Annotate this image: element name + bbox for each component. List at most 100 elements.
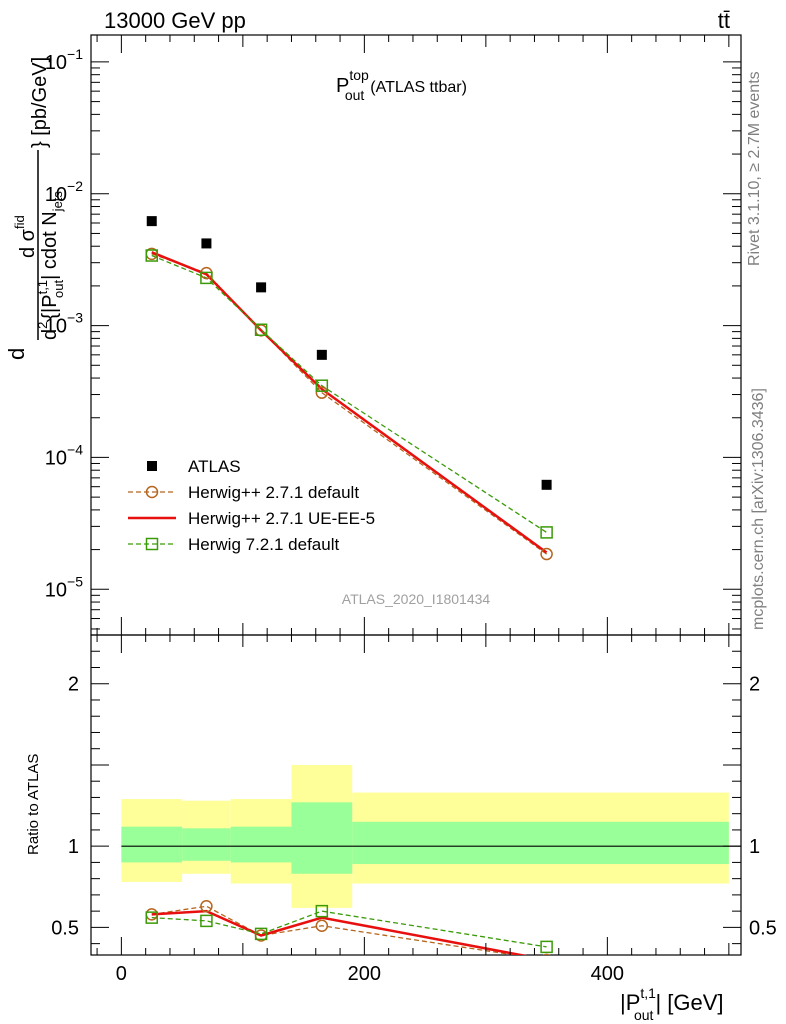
main-y-axis-label: d d σfid d2{|Pt,1out| cdot Njets } [pb/G… [4, 57, 66, 360]
tick-exponent: −1 [67, 46, 83, 62]
ratio-y-tick-label-right: 1 [749, 836, 760, 858]
legend-label-3: Herwig 7.2.1 default [188, 535, 339, 554]
ylabel-denominator: d2 {|Pt,1out| cdot Njets [35, 191, 66, 340]
legend-label-1: Herwig++ 2.7.1 default [188, 483, 359, 502]
header-energy-label: 13000 GeV pp [104, 8, 246, 33]
main-point-s1-3 [315, 386, 329, 399]
ratio-y-axis-label: Ratio to ATLAS [25, 754, 42, 855]
xlabel-rest: | [GeV] [655, 990, 723, 1015]
ratio-band-inner-1 [182, 828, 231, 861]
panel-title: Ptop out (ATLAS ttbar) [336, 67, 467, 103]
ratio-y-tick-label: 1 [68, 836, 79, 858]
main-point-s3-3 [315, 379, 329, 392]
ratio-frame [90, 634, 742, 956]
main-point-s0-1 [201, 238, 212, 249]
ratio-point-s0-4 [542, 953, 551, 955]
x-axis-label: |Pt,1 out| [GeV] [620, 985, 724, 1023]
legend-label-2: Herwig++ 2.7.1 UE-EE-5 [188, 509, 375, 528]
main-point-s1-4 [540, 547, 553, 561]
title-main: P [336, 75, 349, 97]
title-sub: out [345, 87, 365, 103]
legend-label-0: ATLAS [188, 457, 241, 476]
ylabel-njets-sub: jets [50, 191, 65, 213]
xlabel-sub: out [634, 1007, 654, 1023]
main-y-tick-label: 10−4 [45, 441, 83, 469]
ratio-point-s2-0 [145, 911, 158, 924]
ylabel-d2: d [39, 329, 61, 340]
main-series-line-3 [151, 254, 547, 533]
main-y-tick-label: 10−1 [45, 46, 83, 74]
ratio-point-s2-3 [315, 904, 329, 918]
ratio-band-inner-0 [121, 826, 183, 863]
main-point-s3-2 [254, 323, 268, 337]
tick-base: 10 [45, 447, 67, 469]
main-y-tick-label: 10−3 [45, 310, 83, 338]
ratio-series-line-0 [151, 905, 519, 955]
legend-marker-3 [145, 537, 159, 551]
ylabel-pbar-rest: | cdot N [39, 211, 61, 280]
tick-base: 10 [45, 579, 67, 601]
main-point-s3-1 [200, 271, 213, 285]
ylabel-exp2: 2 [35, 322, 50, 329]
ylabel-numerator: d σfid [12, 215, 39, 258]
xlabel-main: |P [620, 990, 640, 1015]
tick-exponent: −2 [67, 178, 83, 194]
ylabel-d: d [4, 348, 29, 360]
ratio-point-s2-2 [254, 927, 268, 941]
ratio-y-tick-label: 0.5 [51, 917, 79, 939]
x-tick-label: 0 [116, 963, 127, 985]
main-point-s0-4 [541, 479, 552, 490]
ratio-series-line-2 [151, 910, 547, 948]
mcplots-reference-label: mcplots.cern.ch [arXiv:1306.3436] [750, 388, 767, 630]
main-panel-marks [145, 216, 553, 561]
header-process-label: tt̄ [718, 8, 730, 33]
main-panel-axes: 10−110−210−310−410−5 [45, 35, 741, 635]
tick-base: 10 [45, 316, 67, 338]
ratio-band-inner-2 [230, 826, 292, 863]
ratio-point-s0-3 [315, 919, 329, 933]
main-point-s3-0 [145, 249, 158, 262]
title-rest: (ATLAS ttbar) [370, 79, 467, 96]
main-point-s0-3 [316, 349, 327, 360]
ratio-panel-marks [121, 764, 741, 955]
x-tick-label: 400 [591, 963, 624, 985]
ratio-panel-axes: 0.5 0.5 1 1 2 2 0 200 400 [51, 635, 777, 985]
legend: ATLAS Herwig++ 2.7.1 default Herwig++ 2.7.… [128, 457, 375, 554]
tick-exponent: −4 [67, 441, 83, 457]
tick-exponent: −5 [67, 573, 83, 589]
ylabel-pbar-sup: t,1 [35, 280, 50, 294]
x-tick-label: 200 [348, 963, 381, 985]
ratio-point-s2-1 [200, 914, 213, 928]
main-y-tick-label: 10−5 [45, 573, 83, 601]
ylabel-sigma-sup: fid [12, 215, 27, 229]
tick-base: 10 [45, 184, 67, 206]
tick-base: 10 [45, 52, 67, 74]
tick-exponent: −3 [67, 310, 83, 326]
main-point-s0-0 [146, 216, 157, 227]
main-y-tick-label: 10−2 [45, 178, 83, 206]
ratio-band-inner-4 [352, 821, 729, 865]
ratio-y-tick-label-right: 2 [749, 674, 760, 696]
main-series-line-2 [151, 251, 548, 554]
svg-text:d: d [4, 348, 29, 360]
ratio-series-line-1 [151, 909, 528, 955]
ratio-band-inner-3 [291, 802, 353, 874]
ratio-panel [90, 634, 742, 956]
xlabel-sup: t,1 [640, 985, 656, 1001]
legend-marker-1 [145, 485, 159, 499]
title-sup: top [349, 67, 369, 83]
legend-marker-0 [147, 461, 157, 471]
ratio-point-s0-1 [200, 900, 213, 913]
main-point-s0-2 [256, 282, 267, 293]
ylabel-sigma: d σ [17, 228, 39, 258]
ylabel-close: } [pb/GeV] [29, 57, 51, 148]
analysis-watermark: ATLAS_2020_I1801434 [342, 591, 491, 607]
ratio-y-tick-label: 2 [68, 674, 79, 696]
ylabel-pbar-sub: out [51, 279, 66, 297]
rivet-version-label: Rivet 3.1.10, ≥ 2.7M events [746, 71, 763, 266]
ratio-y-tick-label-right: 0.5 [749, 917, 777, 939]
ylabel-pbar-open: {|P [39, 294, 61, 319]
main-point-s3-4 [540, 526, 553, 539]
